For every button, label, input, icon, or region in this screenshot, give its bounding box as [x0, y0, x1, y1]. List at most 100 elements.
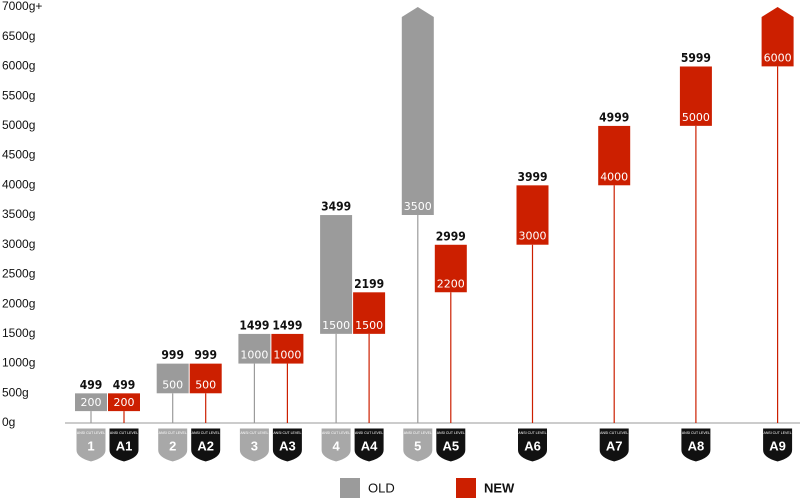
badge-caption: ANSI CUT LEVEL: [273, 431, 301, 435]
badge-caption: ANSI CUT LEVEL: [404, 431, 432, 435]
bar: [108, 393, 140, 412]
low-label: 3000: [519, 230, 547, 243]
badge: [190, 427, 222, 463]
badge-label: A4: [361, 438, 378, 453]
badge-label: A7: [606, 438, 623, 453]
badge: [157, 427, 189, 463]
low-label: 5000: [682, 111, 710, 124]
low-label: 1500: [322, 319, 350, 332]
bar: [353, 292, 386, 334]
badge-caption: ANSI CUT LEVEL: [518, 431, 546, 435]
high-label: 3499: [321, 200, 351, 214]
badge-caption: ANSI CUT LEVEL: [110, 431, 138, 435]
high-label: 3999: [517, 170, 547, 184]
y-tick-label: 0g: [2, 415, 15, 429]
badge-caption: ANSI CUT LEVEL: [240, 431, 268, 435]
y-tick-label: 1000g: [2, 356, 35, 370]
y-tick-label: 7000g+: [2, 0, 42, 13]
badge-label: A6: [524, 438, 541, 453]
low-label: 200: [81, 396, 102, 409]
badge: [75, 427, 107, 463]
badge-label: 2: [169, 438, 176, 453]
badge: [402, 427, 434, 463]
high-label: 999: [194, 348, 217, 362]
badge-caption: ANSI CUT LEVEL: [192, 431, 220, 435]
bar: [238, 333, 271, 364]
badge: [680, 427, 712, 463]
bar: [401, 7, 434, 215]
high-label: 999: [161, 348, 184, 362]
low-label: 1500: [355, 319, 383, 332]
high-label: 4999: [599, 110, 629, 124]
badge: [238, 427, 270, 463]
badge-caption: ANSI CUT LEVEL: [600, 431, 628, 435]
badge-label: A8: [688, 438, 705, 453]
badge-caption: ANSI CUT LEVEL: [682, 431, 710, 435]
y-tick-label: 3500g: [2, 207, 35, 221]
badge-label: A9: [769, 438, 786, 453]
low-label: 1000: [273, 349, 301, 362]
y-tick-label: 5500g: [2, 88, 35, 102]
badge-label: A2: [197, 438, 214, 453]
high-label: 1499: [239, 318, 269, 332]
bar: [679, 66, 712, 126]
badge-label: 1: [87, 438, 94, 453]
low-label: 500: [195, 378, 216, 391]
badge: [598, 427, 630, 463]
badge: [271, 427, 303, 463]
badge: [435, 427, 467, 463]
legend-swatch: [340, 478, 360, 498]
y-tick-label: 4000g: [2, 177, 35, 191]
badge: [108, 427, 140, 463]
legend-label: OLD: [368, 480, 395, 495]
badge: [762, 427, 794, 463]
bar: [516, 185, 549, 245]
badge: [353, 427, 385, 463]
bar: [434, 244, 467, 293]
y-tick-label: 1500g: [2, 326, 35, 340]
y-tick-label: 2500g: [2, 267, 35, 281]
y-tick-label: 3000g: [2, 237, 35, 251]
high-label: 1499: [272, 318, 302, 332]
bar: [75, 393, 107, 412]
low-label: 6000: [764, 51, 792, 64]
bar: [271, 333, 304, 364]
badge-caption: ANSI CUT LEVEL: [159, 431, 187, 435]
bar: [156, 363, 189, 394]
badge-caption: ANSI CUT LEVEL: [764, 431, 792, 435]
badge-label: A5: [442, 438, 459, 453]
y-tick-label: 6500g: [2, 29, 35, 43]
bar: [320, 215, 353, 334]
y-tick-label: 2000g: [2, 296, 35, 310]
legend-swatch: [456, 478, 476, 498]
high-label: 499: [113, 378, 136, 392]
bar: [598, 125, 631, 186]
y-tick-label: 500g: [2, 385, 29, 399]
y-tick-label: 4500g: [2, 148, 35, 162]
bar: [761, 7, 794, 67]
low-label: 500: [162, 378, 183, 391]
legend-label: NEW: [484, 480, 515, 495]
badge: [517, 427, 548, 463]
badge-label: 3: [251, 438, 258, 453]
high-label: 2999: [436, 229, 466, 243]
low-label: 3500: [404, 200, 432, 213]
high-label: 2199: [354, 277, 384, 291]
badge-caption: ANSI CUT LEVEL: [355, 431, 383, 435]
low-label: 2200: [437, 277, 465, 290]
badge-caption: ANSI CUT LEVEL: [77, 431, 105, 435]
y-tick-label: 5000g: [2, 118, 35, 132]
badge-caption: ANSI CUT LEVEL: [437, 431, 465, 435]
badge-label: A3: [279, 438, 296, 453]
badge-label: 5: [414, 438, 421, 453]
high-label: 5999: [681, 51, 711, 65]
low-label: 1000: [240, 349, 268, 362]
y-tick-label: 6000g: [2, 59, 35, 73]
bar: [189, 363, 222, 394]
high-label: 499: [80, 378, 103, 392]
low-label: 4000: [600, 170, 628, 183]
badge-label: 4: [332, 438, 340, 453]
badge-caption: ANSI CUT LEVEL: [322, 431, 350, 435]
low-label: 200: [114, 396, 135, 409]
